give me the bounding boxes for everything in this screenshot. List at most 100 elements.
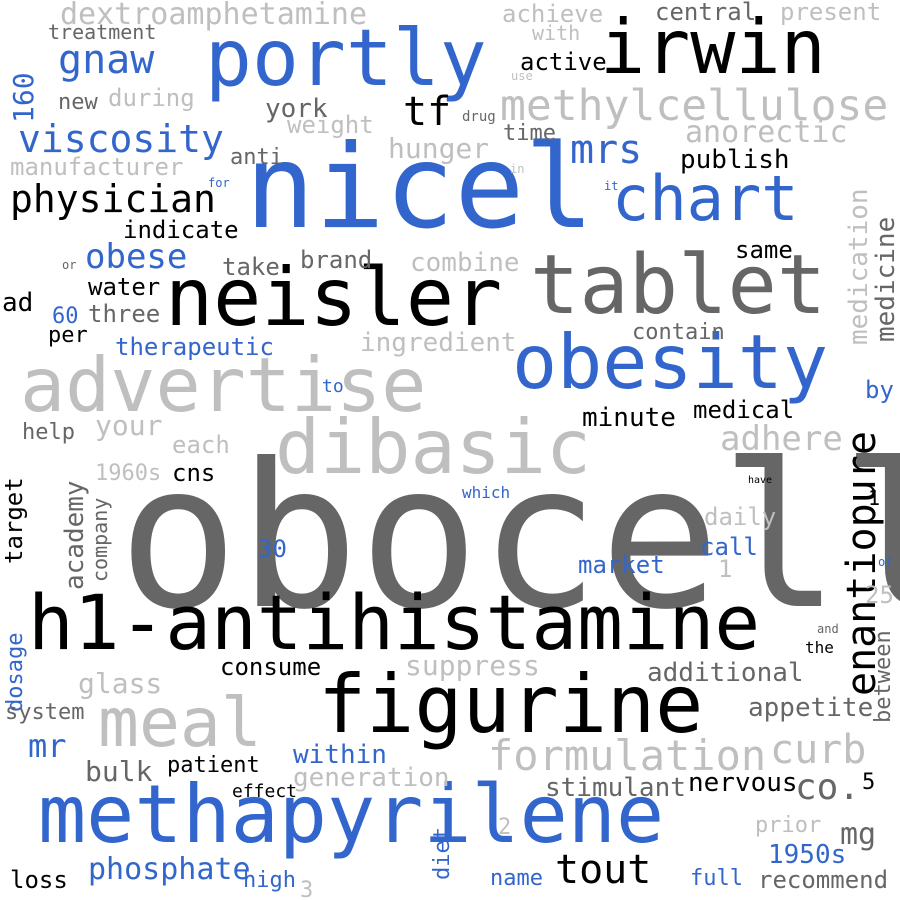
- cloud-word: dibasic: [275, 403, 592, 491]
- cloud-word: methylcellulose: [500, 81, 889, 131]
- cloud-word: 25: [865, 581, 894, 609]
- cloud-word: 1960s: [95, 461, 162, 486]
- cloud-word: and: [817, 622, 839, 636]
- cloud-word: market: [578, 551, 665, 579]
- cloud-word: 30: [258, 535, 287, 563]
- cloud-word: formulation: [488, 731, 767, 780]
- cloud-word: to: [322, 376, 344, 397]
- cloud-word: obesity: [512, 318, 829, 406]
- cloud-word: central: [655, 0, 757, 26]
- cloud-word: in: [510, 162, 525, 176]
- cloud-word: water: [88, 273, 161, 301]
- cloud-word: full: [690, 866, 743, 891]
- cloud-word: irwin: [600, 3, 826, 91]
- cloud-word: dextroamphetamine: [60, 0, 368, 32]
- cloud-word: time: [503, 121, 556, 146]
- cloud-word: 60: [52, 304, 79, 329]
- cloud-word: effect: [232, 781, 298, 802]
- cloud-word: medicine: [871, 216, 900, 342]
- cloud-word: neisler: [165, 251, 503, 344]
- cloud-word: the: [805, 638, 834, 657]
- cloud-word: co.: [795, 767, 861, 808]
- cloud-word: 1: [718, 555, 733, 583]
- cloud-word: cns: [172, 459, 216, 487]
- cloud-word: target: [0, 477, 28, 564]
- cloud-word: curb: [770, 727, 867, 773]
- cloud-word: three: [88, 300, 161, 328]
- cloud-word: medication: [844, 188, 874, 345]
- cloud-word: by: [865, 376, 894, 404]
- cloud-word: mg: [840, 817, 877, 852]
- cloud-word: name: [490, 866, 543, 891]
- cloud-word: medical: [693, 396, 795, 424]
- cloud-word: obese: [85, 237, 188, 277]
- cloud-word: or: [62, 258, 77, 272]
- cloud-word: high: [243, 868, 296, 893]
- cloud-word: york: [265, 94, 328, 124]
- cloud-word: gnaw: [58, 37, 155, 83]
- cloud-word: hunger: [388, 132, 490, 165]
- cloud-word: tf: [403, 89, 452, 135]
- cloud-word: between: [871, 630, 896, 723]
- cloud-word: minute: [582, 403, 676, 433]
- cloud-word: h1-antihistamine: [28, 578, 761, 667]
- cloud-word: anorectic: [685, 115, 848, 150]
- cloud-word: therapeutic: [115, 333, 274, 361]
- cloud-word: it: [604, 179, 619, 193]
- cloud-word: tout: [555, 847, 652, 893]
- cloud-word: phosphate: [88, 852, 251, 887]
- cloud-word: adhere: [720, 419, 843, 459]
- cloud-word: daily: [704, 503, 777, 531]
- cloud-word: 1950s: [768, 840, 847, 870]
- cloud-word: generation: [293, 763, 450, 793]
- cloud-word: glass: [78, 667, 163, 700]
- cloud-word: each: [172, 431, 230, 459]
- cloud-word: have: [748, 475, 773, 486]
- cloud-word: prior: [755, 813, 822, 838]
- cloud-word: chart: [612, 162, 799, 235]
- cloud-word: contain: [632, 320, 725, 345]
- cloud-word: stimulant: [545, 773, 686, 803]
- cloud-word: within: [293, 740, 387, 770]
- cloud-word: weight: [287, 111, 374, 139]
- cloud-word: treatment: [48, 20, 157, 44]
- cloud-word: drug: [462, 109, 496, 125]
- cloud-word: 2: [498, 815, 512, 840]
- cloud-word: consume: [220, 653, 322, 681]
- cloud-word: anti: [230, 145, 283, 170]
- cloud-word: combine: [410, 248, 520, 278]
- cloud-word: your: [95, 409, 163, 442]
- cloud-word: 5: [862, 770, 876, 795]
- cloud-word: ad: [2, 288, 34, 318]
- cloud-word: physician: [10, 177, 216, 221]
- cloud-word: ingredient: [360, 328, 517, 358]
- cloud-word: which: [462, 483, 511, 502]
- cloud-word: academy: [60, 480, 90, 590]
- cloud-word: figurine: [318, 658, 704, 751]
- cloud-word: methapyrilene: [38, 768, 665, 861]
- cloud-word: nervous: [688, 768, 798, 798]
- cloud-word: 160: [7, 72, 40, 123]
- cloud-word: additional: [647, 658, 804, 688]
- cloud-word: system: [5, 700, 85, 725]
- cloud-word: indicate: [123, 216, 239, 244]
- cloud-word: viscosity: [18, 117, 224, 161]
- cloud-word: use: [511, 69, 533, 83]
- cloud-word: 3: [300, 878, 314, 900]
- cloud-word: manufacturer: [10, 153, 184, 181]
- cloud-word: call: [700, 533, 758, 561]
- cloud-word: patient: [167, 753, 260, 778]
- cloud-word: portly: [205, 14, 487, 104]
- cloud-word: of: [878, 555, 893, 569]
- cloud-word: during: [108, 84, 195, 112]
- cloud-word: meal: [98, 684, 262, 763]
- cloud-word: present: [780, 0, 882, 26]
- cloud-word: brand: [300, 246, 373, 274]
- cloud-word: diet: [430, 827, 455, 880]
- cloud-word: advertise: [20, 341, 427, 429]
- cloud-word: same: [735, 236, 793, 264]
- cloud-word: with: [532, 21, 581, 45]
- cloud-word: recommend: [758, 866, 889, 894]
- cloud-word: publish: [680, 145, 790, 175]
- cloud-word: mrs: [570, 127, 643, 173]
